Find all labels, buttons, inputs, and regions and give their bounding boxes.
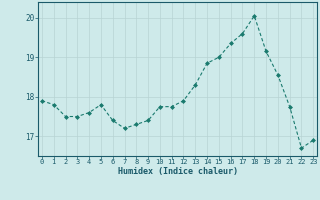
X-axis label: Humidex (Indice chaleur): Humidex (Indice chaleur)	[118, 167, 238, 176]
